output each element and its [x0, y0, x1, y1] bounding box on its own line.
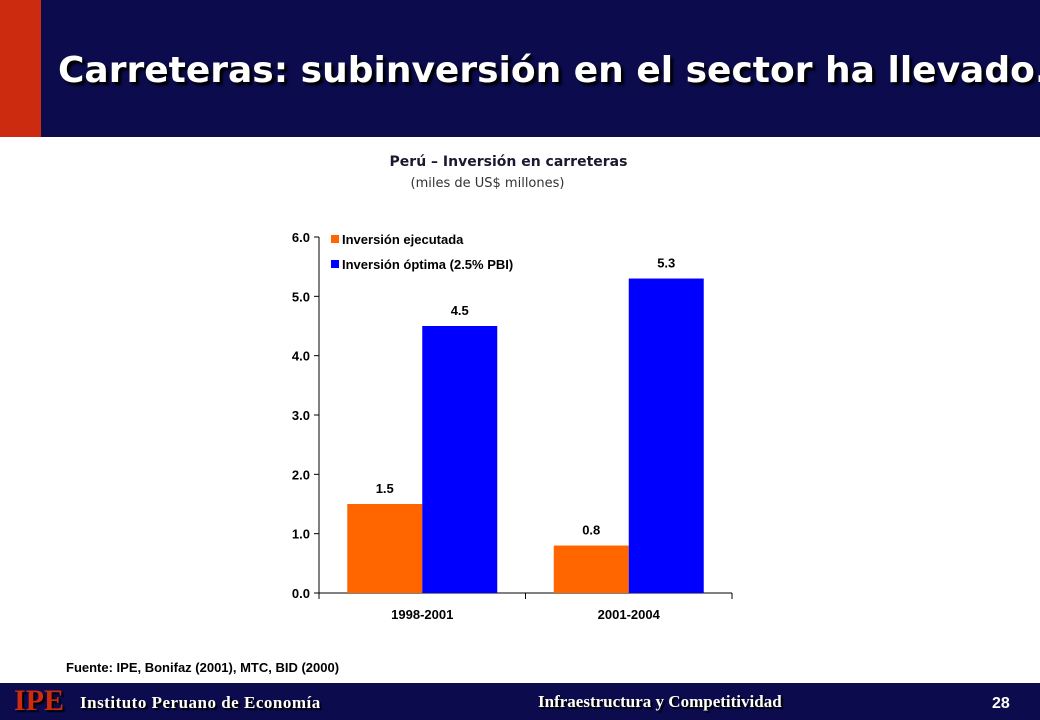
data-label: 0.8: [582, 523, 600, 538]
legend-label: Inversión óptima (2.5% PBI): [342, 257, 513, 272]
section-name: Infraestructura y Competitividad: [538, 692, 782, 711]
title-accent-bar: [0, 0, 41, 137]
bar: [553, 545, 629, 593]
y-tick-label: 5.0: [292, 289, 310, 304]
data-label: 1.5: [376, 481, 394, 496]
legend-marker: [331, 235, 339, 243]
y-tick-label: 2.0: [292, 467, 310, 482]
legend-label: Inversión ejecutada: [342, 232, 464, 247]
data-label: 4.5: [451, 303, 469, 318]
data-label: 5.3: [657, 256, 675, 271]
slide-title: Carreteras: subinversión en el sector ha…: [58, 50, 1040, 91]
chart-title: Perú – Inversión en carreteras: [389, 154, 628, 170]
page-number: 28: [992, 695, 1010, 712]
bar: [628, 278, 704, 593]
y-tick-label: 4.0: [292, 349, 310, 364]
bar: [422, 326, 498, 593]
institution-name: Instituto Peruano de Economía: [80, 693, 321, 712]
y-tick-label: 3.0: [292, 408, 310, 423]
y-tick-label: 0.0: [292, 586, 310, 601]
source-note: Fuente: IPE, Bonifaz (2001), MTC, BID (2…: [66, 660, 340, 675]
bar: [347, 504, 423, 593]
title-bar: [0, 0, 1040, 137]
legend-marker: [331, 260, 339, 268]
chart-subtitle: (miles de US$ millones): [410, 176, 565, 191]
x-tick-label: 1998-2001: [391, 607, 453, 622]
ipe-logo: IPE: [14, 684, 65, 717]
footer-bar: [0, 683, 1040, 720]
x-tick-label: 2001-2004: [598, 607, 661, 622]
y-tick-label: 6.0: [292, 230, 310, 245]
y-tick-label: 1.0: [292, 527, 310, 542]
